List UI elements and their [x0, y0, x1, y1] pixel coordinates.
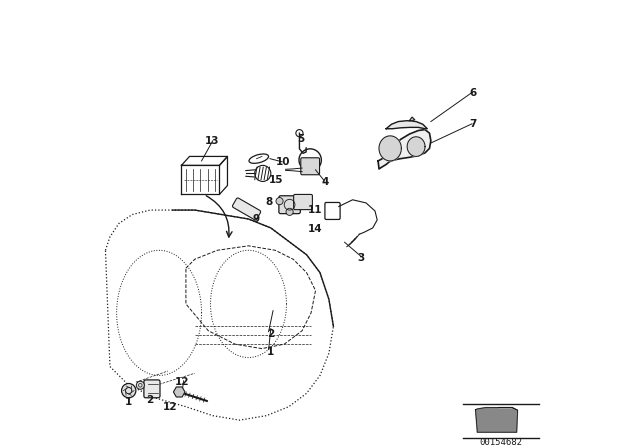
Text: 10: 10 — [276, 157, 291, 167]
Circle shape — [122, 383, 136, 398]
FancyBboxPatch shape — [144, 380, 160, 398]
Text: 5: 5 — [298, 134, 305, 144]
Polygon shape — [407, 137, 425, 156]
FancyBboxPatch shape — [301, 158, 319, 175]
FancyBboxPatch shape — [279, 196, 300, 214]
Text: 4: 4 — [322, 177, 329, 187]
Circle shape — [136, 381, 145, 389]
Text: 6: 6 — [469, 88, 477, 98]
Text: 1: 1 — [268, 347, 275, 357]
Text: 9: 9 — [253, 214, 260, 224]
Circle shape — [286, 208, 293, 215]
Circle shape — [276, 198, 283, 205]
Text: 2: 2 — [146, 395, 153, 405]
Circle shape — [296, 198, 303, 205]
Polygon shape — [499, 408, 518, 410]
Text: 15: 15 — [269, 175, 284, 185]
Polygon shape — [386, 121, 428, 129]
Text: 13: 13 — [205, 136, 219, 146]
Text: 1: 1 — [125, 397, 132, 407]
Polygon shape — [378, 129, 431, 169]
Text: 8: 8 — [265, 197, 272, 207]
FancyBboxPatch shape — [232, 198, 260, 220]
Polygon shape — [379, 136, 401, 161]
Text: 11: 11 — [307, 205, 322, 215]
Text: 7: 7 — [469, 119, 477, 129]
Text: 14: 14 — [307, 224, 322, 234]
Text: 00154682: 00154682 — [479, 438, 522, 447]
Polygon shape — [173, 387, 185, 397]
Text: 12: 12 — [175, 377, 189, 387]
Text: 2: 2 — [268, 329, 275, 339]
Text: 3: 3 — [358, 253, 365, 263]
Polygon shape — [410, 117, 415, 121]
Text: 12: 12 — [163, 402, 177, 412]
Polygon shape — [476, 408, 518, 432]
FancyBboxPatch shape — [294, 194, 312, 210]
